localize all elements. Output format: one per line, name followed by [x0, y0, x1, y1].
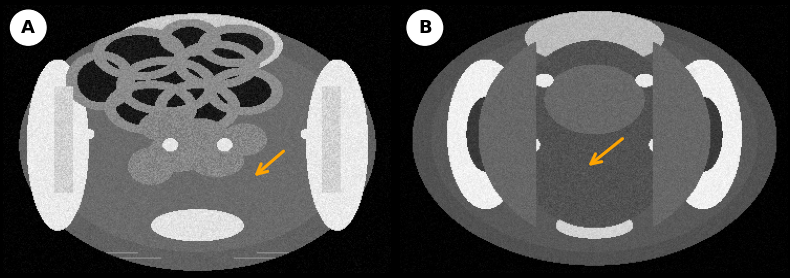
Circle shape [10, 10, 46, 45]
Text: A: A [21, 19, 36, 37]
Circle shape [407, 10, 442, 45]
Text: B: B [418, 19, 431, 37]
